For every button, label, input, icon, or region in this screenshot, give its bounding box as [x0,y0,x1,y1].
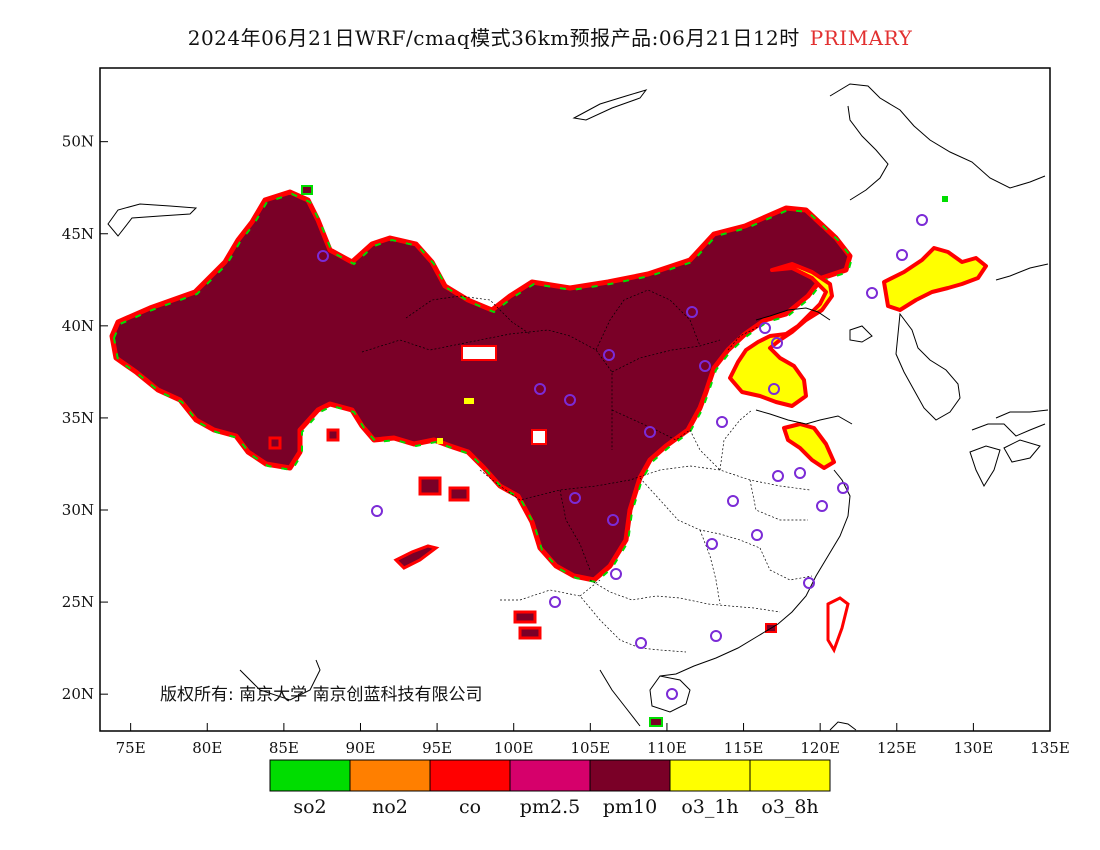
x-tick-label: 110E [647,739,687,757]
x-tick-label: 90E [345,739,375,757]
x-tick-label: 85E [269,739,299,757]
legend-label: o3_8h [761,796,818,818]
legend-swatch-no2 [349,759,431,792]
y-tick-label: 40N [62,317,94,335]
y-tick-label: 45N [62,225,94,243]
legend-label: pm2.5 [520,796,580,818]
legend-label: so2 [293,796,326,818]
legend-swatch-co [429,759,511,792]
y-axis: 20N 25N 30N 35N 40N 45N 50N [62,133,108,703]
x-tick-label: 80E [192,739,222,757]
legend-label: pm10 [603,796,657,818]
legend: so2 no2 co pm2.5 pm10 o3_1h o3_8h [269,759,831,818]
x-tick-label: 125E [877,739,917,757]
copyright-text: 版权所有: 南京大学 南京创蓝科技有限公司 [160,685,483,705]
legend-label: o3_1h [681,796,738,818]
legend-label: no2 [372,796,408,818]
legend-label: co [459,796,481,818]
title-primary-tag: PRIMARY [809,26,913,50]
x-tick-label: 115E [724,739,764,757]
pm10-region [109,189,854,584]
province-boundaries [361,289,813,653]
y-tick-label: 50N [62,133,94,151]
y-tick-label: 30N [62,501,94,519]
x-tick-label: 135E [1030,739,1070,757]
station-markers [317,214,928,700]
x-tick-label: 95E [422,739,452,757]
o3-regions [728,246,988,470]
x-tick-label: 105E [571,739,611,757]
x-axis: 75E 80E 85E 90E 95E 100E 105E 110E 115E 120E 125E 1… [116,723,1070,757]
map-title: 2024年06月21日WRF/cmaq模式36km预报产品:06月21日12时 P… [0,22,1100,51]
legend-swatch-so2 [269,759,351,792]
scattered-patches [268,185,948,727]
y-tick-label: 25N [62,593,94,611]
coastlines [107,83,1049,731]
legend-swatch-o3-1h [669,759,751,792]
legend-swatch-pm10 [589,759,671,792]
x-tick-label: 120E [800,739,840,757]
x-tick-label: 100E [494,739,534,757]
x-tick-label: 130E [954,739,994,757]
y-tick-label: 20N [62,685,94,703]
x-tick-label: 75E [116,739,146,757]
legend-swatch-o3-8h [749,759,831,792]
y-tick-label: 35N [62,409,94,427]
legend-swatch-pm2-5 [509,759,591,792]
title-main: 2024年06月21日WRF/cmaq模式36km预报产品:06月21日12时 [187,26,800,50]
